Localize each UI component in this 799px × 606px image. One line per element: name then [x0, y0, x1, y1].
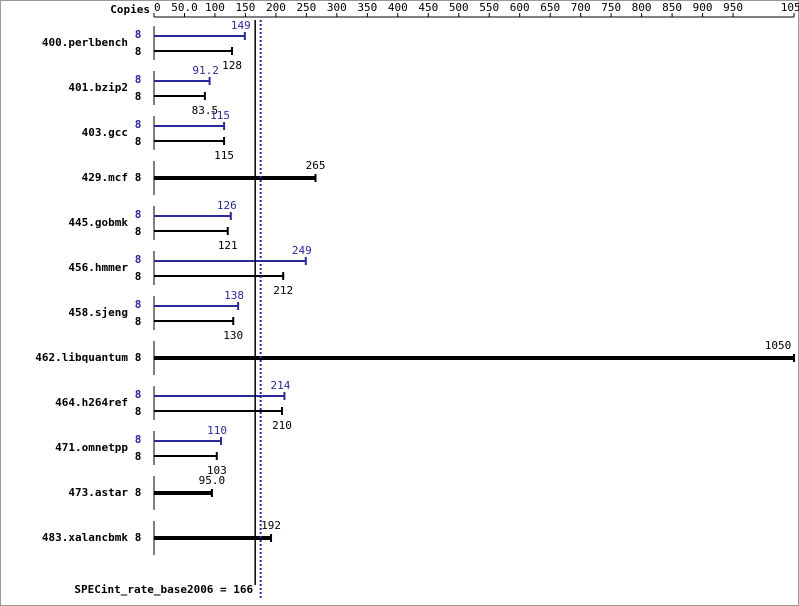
- value-label: 110: [207, 424, 227, 437]
- bar: [154, 455, 217, 457]
- bar: [154, 215, 231, 217]
- axis-label: Copies: [110, 3, 150, 16]
- category-label: 403.gcc: [82, 126, 128, 139]
- copies-label: 8: [135, 135, 142, 148]
- category-label: 400.perlbench: [42, 36, 128, 49]
- bar: [154, 140, 225, 142]
- value-label: 91.2: [192, 64, 219, 77]
- x-tick-label: 150: [235, 1, 255, 14]
- copies-label: 8: [135, 405, 142, 418]
- x-tick-label: 450: [418, 1, 438, 14]
- bar: [154, 125, 225, 127]
- copies-label: 8: [135, 486, 142, 499]
- value-label: 149: [231, 19, 251, 32]
- category-label: 458.sjeng: [68, 306, 128, 319]
- bar: [154, 275, 284, 277]
- copies-label: 8: [135, 28, 142, 41]
- bar: [154, 491, 212, 495]
- x-tick-label: 700: [571, 1, 591, 14]
- x-tick-label: 800: [632, 1, 652, 14]
- x-tick-label: 600: [510, 1, 530, 14]
- x-tick-label: 0: [154, 1, 161, 14]
- x-tick-label: 500: [449, 1, 469, 14]
- value-label: 103: [207, 464, 227, 477]
- bar: [154, 410, 282, 412]
- category-label: 401.bzip2: [68, 81, 128, 94]
- x-tick-label: 950: [723, 1, 743, 14]
- bar: [154, 320, 234, 322]
- value-label: 126: [217, 199, 237, 212]
- value-label: 249: [292, 244, 312, 257]
- copies-label: 8: [135, 351, 142, 364]
- category-label: 471.omnetpp: [55, 441, 128, 454]
- copies-label: 8: [135, 298, 142, 311]
- copies-label: 8: [135, 433, 142, 446]
- bar: [154, 536, 272, 540]
- x-tick-label: 350: [357, 1, 377, 14]
- copies-label: 8: [135, 171, 142, 184]
- category-label: 429.mcf: [82, 171, 128, 184]
- x-tick-label: 200: [266, 1, 286, 14]
- copies-label: 8: [135, 118, 142, 131]
- copies-label: 8: [135, 90, 142, 103]
- value-label: 212: [273, 284, 293, 297]
- value-label: 1050: [765, 339, 792, 352]
- copies-label: 8: [135, 450, 142, 463]
- value-label: 128: [222, 59, 242, 72]
- x-tick-label: 1050: [781, 1, 799, 14]
- bar: [154, 35, 245, 37]
- x-tick-label: 50.0: [171, 1, 198, 14]
- value-label: 115: [210, 109, 230, 122]
- bar: [154, 80, 210, 82]
- category-label: 464.h264ref: [55, 396, 128, 409]
- copies-label: 8: [135, 253, 142, 266]
- value-label: 138: [224, 289, 244, 302]
- x-tick-label: 250: [296, 1, 316, 14]
- copies-label: 8: [135, 315, 142, 328]
- bar: [154, 440, 222, 442]
- value-label: 115: [214, 149, 234, 162]
- value-label: 130: [223, 329, 243, 342]
- x-tick-label: 300: [327, 1, 347, 14]
- category-label: 473.astar: [68, 486, 128, 499]
- bar: [154, 356, 794, 360]
- x-tick-label: 550: [479, 1, 499, 14]
- copies-label: 8: [135, 270, 142, 283]
- bar: [154, 176, 316, 180]
- bar: [154, 95, 205, 97]
- value-label: 265: [306, 159, 326, 172]
- bar: [154, 395, 285, 397]
- category-label: 483.xalancbmk: [42, 531, 128, 544]
- value-label: 214: [271, 379, 291, 392]
- value-label: 95.0: [199, 474, 226, 487]
- x-tick-label: 850: [662, 1, 682, 14]
- bar: [154, 260, 306, 262]
- category-label: 462.libquantum: [35, 351, 128, 364]
- value-label: 192: [261, 519, 281, 532]
- x-tick-label: 750: [601, 1, 621, 14]
- reference-label: SPECint_rate_base2006 = 166: [74, 583, 253, 596]
- x-tick-label: 650: [540, 1, 560, 14]
- copies-label: 8: [135, 45, 142, 58]
- copies-label: 8: [135, 225, 142, 238]
- value-label: 83.5: [192, 104, 219, 117]
- value-label: 121: [218, 239, 238, 252]
- copies-label: 8: [135, 531, 142, 544]
- bar: [154, 230, 228, 232]
- bar: [154, 305, 239, 307]
- x-tick-label: 100: [205, 1, 225, 14]
- category-label: 456.hmmer: [68, 261, 128, 274]
- copies-label: 8: [135, 208, 142, 221]
- category-label: 445.gobmk: [68, 216, 128, 229]
- x-tick-label: 900: [693, 1, 713, 14]
- value-label: 210: [272, 419, 292, 432]
- x-tick-label: 400: [388, 1, 408, 14]
- copies-label: 8: [135, 73, 142, 86]
- copies-label: 8: [135, 388, 142, 401]
- bar: [154, 50, 233, 52]
